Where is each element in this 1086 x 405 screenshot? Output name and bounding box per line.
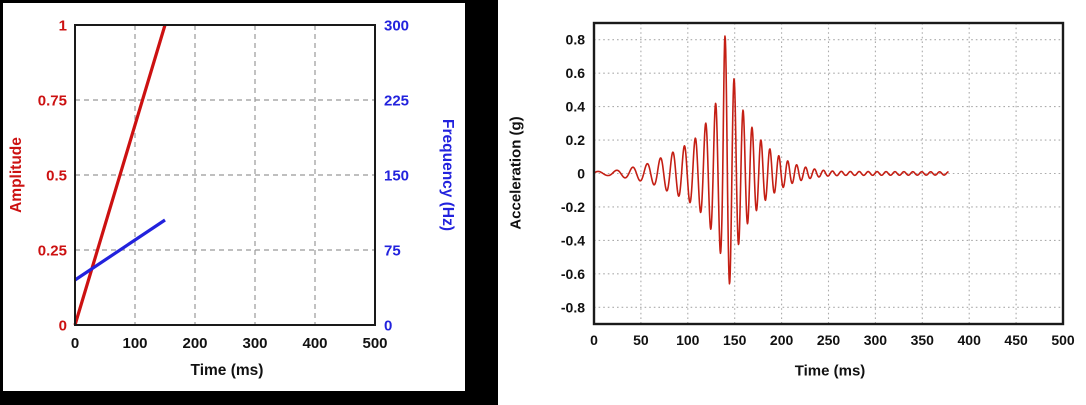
y-right-tick-label: 75 <box>384 243 401 260</box>
y-tick-label: 0.8 <box>566 32 586 48</box>
y-tick-label: 0.6 <box>566 65 586 81</box>
y-left-tick-label: 0.5 <box>46 168 67 185</box>
y-tick-label: -0.6 <box>561 266 585 282</box>
x-tick-label: 0 <box>71 335 79 352</box>
series-frequency <box>74 218 166 282</box>
acceleration-chart: 0 50 100 150 200 250 300 350 400 450 500 0.8 0.6 0.4 0… <box>561 21 1075 348</box>
sweep-parameters-panel <box>3 3 465 391</box>
x-tick-label: 250 <box>817 332 841 348</box>
y-tick-label: -0.8 <box>561 299 585 315</box>
x-tick-label: 100 <box>122 335 147 352</box>
x-tick-label: 0 <box>590 332 598 348</box>
y-left-tick-label: 0.25 <box>38 243 67 260</box>
frequency-axis-label: Frequency (Hz) <box>439 119 456 231</box>
series-amplitude <box>73 24 167 326</box>
x-tick-label: 150 <box>723 332 747 348</box>
y-tick-label: -0.4 <box>561 232 585 248</box>
y-left-tick-label: 0 <box>59 318 67 335</box>
x-tick-label: 400 <box>958 332 982 348</box>
left-time-axis-label: Time (ms) <box>190 362 264 379</box>
y-left-tick-label: 1 <box>59 18 67 35</box>
y-tick-label: 0 <box>577 166 585 182</box>
acceleration-waveform <box>593 35 949 285</box>
x-tick-label: 100 <box>676 332 700 348</box>
x-tick-label: 500 <box>362 335 387 352</box>
x-tick-label: 300 <box>242 335 267 352</box>
left-figure-black-border <box>0 0 498 405</box>
acceleration-axis-label: Acceleration (g) <box>507 116 525 230</box>
x-tick-label: 450 <box>1004 332 1028 348</box>
y-left-tick-label: 0.75 <box>38 93 67 110</box>
x-tick-label: 400 <box>302 335 327 352</box>
x-tick-label: 300 <box>864 332 888 348</box>
x-tick-label: 200 <box>770 332 794 348</box>
right-time-axis-label: Time (ms) <box>794 362 866 380</box>
amplitude-axis-label: Amplitude <box>8 137 25 213</box>
x-tick-label: 350 <box>911 332 935 348</box>
y-tick-label: 0.2 <box>566 132 586 148</box>
plot-frame <box>74 24 376 326</box>
y-right-tick-label: 150 <box>384 168 409 185</box>
plot-frame <box>592 21 1065 326</box>
x-tick-label: 200 <box>182 335 207 352</box>
y-right-tick-label: 300 <box>384 18 409 35</box>
x-tick-label: 50 <box>633 332 649 348</box>
y-right-tick-label: 225 <box>384 93 409 110</box>
sweep-parameters-chart: 0 100 200 300 400 50000.250.50.75107515022530… <box>38 18 409 353</box>
y-tick-label: -0.2 <box>561 199 585 215</box>
y-right-tick-label: 0 <box>384 318 392 335</box>
y-tick-label: 0.4 <box>566 99 586 115</box>
x-tick-label: 500 <box>1051 332 1075 348</box>
